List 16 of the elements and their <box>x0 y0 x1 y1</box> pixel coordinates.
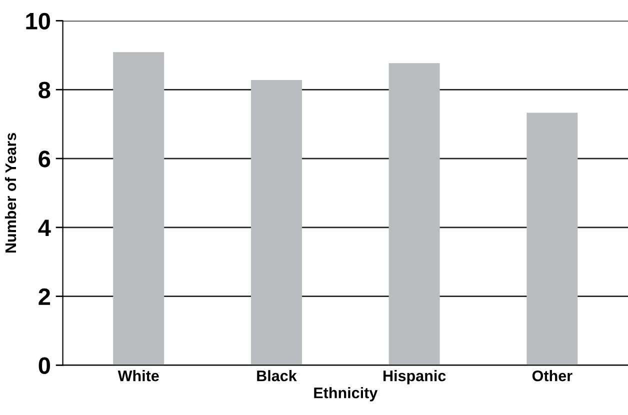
y-tick-label: 4 <box>38 220 51 236</box>
bar <box>388 63 440 366</box>
x-tick-label: White <box>118 370 159 382</box>
y-tick-label: 0 <box>38 357 50 374</box>
bar <box>250 80 302 366</box>
y-tick-label: 8 <box>38 82 50 98</box>
y-tick-label: 2 <box>38 288 50 305</box>
y-axis-title: Number of Years <box>4 133 16 253</box>
x-axis-title: Ethnicity <box>314 387 378 402</box>
x-tick-label: Hispanic <box>384 370 446 384</box>
y-tick-label: 10 <box>26 12 50 30</box>
x-tick-label: Black <box>257 370 297 382</box>
bar <box>526 112 578 366</box>
bar <box>113 52 164 366</box>
y-tick-label: 6 <box>38 150 50 168</box>
x-tick-label: Other <box>532 370 572 382</box>
